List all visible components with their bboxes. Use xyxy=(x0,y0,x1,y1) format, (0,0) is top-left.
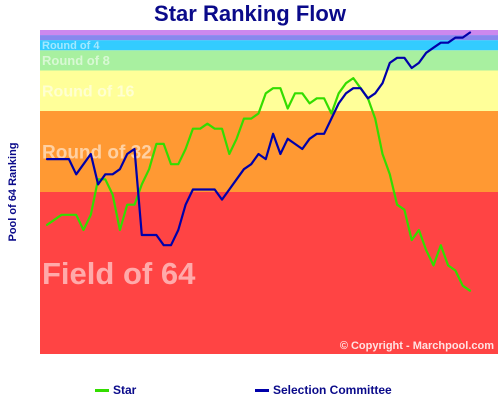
band-label-field-of-64: Field of 64 xyxy=(42,256,196,291)
copyright-text: © Copyright - Marchpool.com xyxy=(340,340,494,352)
legend-label-selection-committee: Selection Committee xyxy=(273,383,392,397)
band-label-round-of-16: Round of 16 xyxy=(42,84,135,101)
series-line-star xyxy=(45,76,472,292)
legend-item-selection-committee: Selection Committee xyxy=(255,383,392,397)
band-label-round-of-8: Round of 8 xyxy=(42,53,110,68)
band-round-of-4 xyxy=(40,40,498,51)
band-label-round-of-4: Round of 4 xyxy=(42,40,100,52)
legend-label-star: Star xyxy=(113,383,137,397)
band-field-of-64 xyxy=(40,192,498,354)
series-line-selection-committee xyxy=(45,31,472,247)
band-top-5 xyxy=(40,35,498,41)
band-round-of-8 xyxy=(40,50,498,71)
chart-title: Star Ranking Flow xyxy=(154,1,346,26)
legend-item-star: Star xyxy=(95,383,136,397)
band-top-6 xyxy=(40,30,498,36)
legend-swatch-star xyxy=(95,388,109,392)
legend-swatch-selection-committee xyxy=(255,388,269,392)
